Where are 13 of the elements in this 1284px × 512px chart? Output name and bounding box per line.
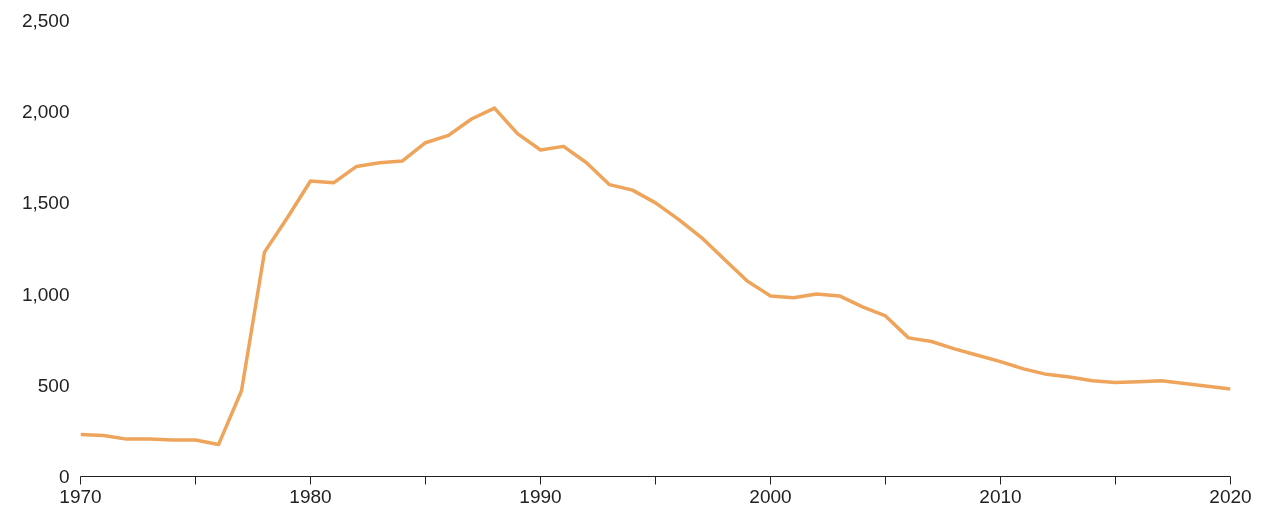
x-tick-label: 2000 <box>749 485 792 507</box>
y-tick-label: 1,500 <box>21 192 70 214</box>
x-tick-label: 1980 <box>289 485 332 507</box>
x-tick-label: 1990 <box>519 485 562 507</box>
x-tick-label: 2010 <box>979 485 1022 507</box>
x-tick-label: 1970 <box>59 485 102 507</box>
x-tick-label: 2020 <box>1209 485 1252 507</box>
y-tick-label: 2,000 <box>21 101 70 123</box>
y-tick-label: 500 <box>37 374 70 396</box>
line-series <box>80 106 1231 447</box>
y-tick-label: 1,000 <box>21 283 70 305</box>
y-tick-label: 2,500 <box>21 10 70 31</box>
y-tick-label: 0 <box>58 466 70 487</box>
